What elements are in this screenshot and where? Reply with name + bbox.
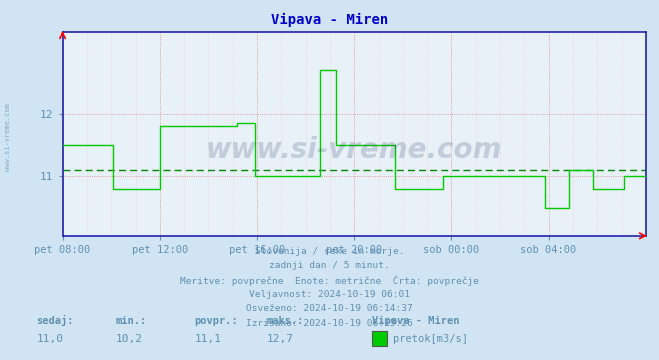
- Text: Osveženo: 2024-10-19 06:14:37: Osveženo: 2024-10-19 06:14:37: [246, 304, 413, 313]
- Text: 12,7: 12,7: [267, 334, 294, 344]
- Text: 10,2: 10,2: [115, 334, 142, 344]
- Text: Vipava - Miren: Vipava - Miren: [372, 316, 460, 326]
- Text: povpr.:: povpr.:: [194, 316, 238, 326]
- Text: Meritve: povprečne  Enote: metrične  Črta: povprečje: Meritve: povprečne Enote: metrične Črta:…: [180, 275, 479, 286]
- Text: pretok[m3/s]: pretok[m3/s]: [393, 334, 469, 344]
- Text: min.:: min.:: [115, 316, 146, 326]
- Text: maks.:: maks.:: [267, 316, 304, 326]
- Text: zadnji dan / 5 minut.: zadnji dan / 5 minut.: [269, 261, 390, 270]
- Text: www.si-vreme.com: www.si-vreme.com: [5, 103, 11, 171]
- Text: www.si-vreme.com: www.si-vreme.com: [206, 136, 502, 165]
- Text: 11,0: 11,0: [36, 334, 63, 344]
- Text: sedaj:: sedaj:: [36, 315, 74, 326]
- Text: Vipava - Miren: Vipava - Miren: [271, 13, 388, 27]
- Text: Veljavnost: 2024-10-19 06:01: Veljavnost: 2024-10-19 06:01: [249, 290, 410, 299]
- Text: 11,1: 11,1: [194, 334, 221, 344]
- Text: Izrisano: 2024-10-19 06:15:26: Izrisano: 2024-10-19 06:15:26: [246, 319, 413, 328]
- Text: Slovenija / reke in morje.: Slovenija / reke in morje.: [255, 247, 404, 256]
